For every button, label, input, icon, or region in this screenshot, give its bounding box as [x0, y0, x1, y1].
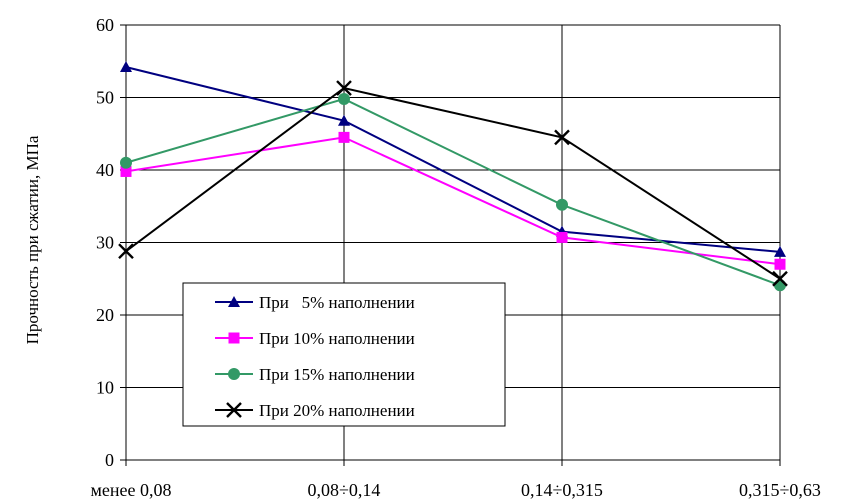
x-tick-labels: менее 0,08 0,08÷0,14 0,14÷0,315 0,315÷0,63 — [91, 480, 821, 500]
data-point — [120, 156, 132, 169]
data-point — [338, 131, 350, 143]
x-tick-label: 0,14÷0,315 — [521, 480, 603, 500]
legend-label: При 20% наполнении — [259, 401, 415, 420]
series-line — [125, 97, 781, 287]
data-point — [772, 270, 788, 287]
series-line — [125, 66, 781, 253]
x-tick-label: менее 0,08 — [91, 480, 172, 500]
x-marker-stroke — [554, 129, 570, 146]
legend-label: При 10% наполнении — [259, 329, 415, 348]
data-point — [120, 165, 132, 177]
x-tick-label: 0,08÷0,14 — [308, 480, 381, 500]
x-tick-label: 0,315÷0,63 — [739, 480, 821, 500]
data-point — [774, 245, 786, 257]
data-point — [556, 231, 568, 243]
series-3 — [120, 92, 786, 292]
data-point — [120, 61, 132, 73]
x-marker-stroke — [772, 270, 788, 287]
y-tick-label: 10 — [96, 378, 114, 398]
y-tick-label: 20 — [96, 305, 114, 325]
legend-marker — [228, 368, 240, 380]
series-layer — [118, 61, 788, 292]
y-tick-labels: 0 10 20 30 40 50 60 — [96, 15, 114, 470]
data-point — [774, 258, 786, 270]
data-point — [556, 198, 568, 211]
legend-label: При 5% наполнении — [259, 293, 415, 312]
legend-marker — [228, 296, 240, 307]
legend-item: При 15% наполнении — [215, 365, 415, 384]
legend-marker — [226, 402, 242, 418]
legend-marker — [228, 332, 240, 344]
data-point — [774, 279, 786, 292]
x-marker-stroke — [226, 402, 242, 418]
data-point — [554, 129, 570, 146]
series-2 — [120, 131, 786, 270]
y-tick-label: 30 — [96, 233, 114, 253]
series-4 — [118, 80, 788, 287]
x-marker-stroke — [336, 80, 352, 96]
y-tick-label: 50 — [96, 88, 114, 108]
legend-item: При 10% наполнении — [215, 329, 415, 348]
data-point — [118, 243, 134, 260]
x-marker-stroke — [118, 243, 134, 260]
legend: При 5% наполнении При 10% наполнении При 1… — [182, 282, 506, 427]
data-point — [336, 80, 352, 96]
data-point — [338, 114, 350, 126]
data-point — [338, 92, 350, 105]
y-axis-label: Прочность при сжатии, МПа — [23, 135, 42, 344]
axes — [120, 24, 781, 466]
series-line — [125, 136, 781, 266]
y-tick-label: 40 — [96, 160, 114, 180]
legend-item: При 5% наполнении — [215, 293, 415, 312]
legend-label: При 15% наполнении — [259, 365, 415, 384]
y-tick-label: 0 — [105, 450, 114, 470]
series-1 — [120, 61, 786, 257]
series-line — [125, 86, 781, 280]
legend-item: При 20% наполнении — [215, 401, 415, 420]
y-tick-label: 60 — [96, 15, 114, 35]
